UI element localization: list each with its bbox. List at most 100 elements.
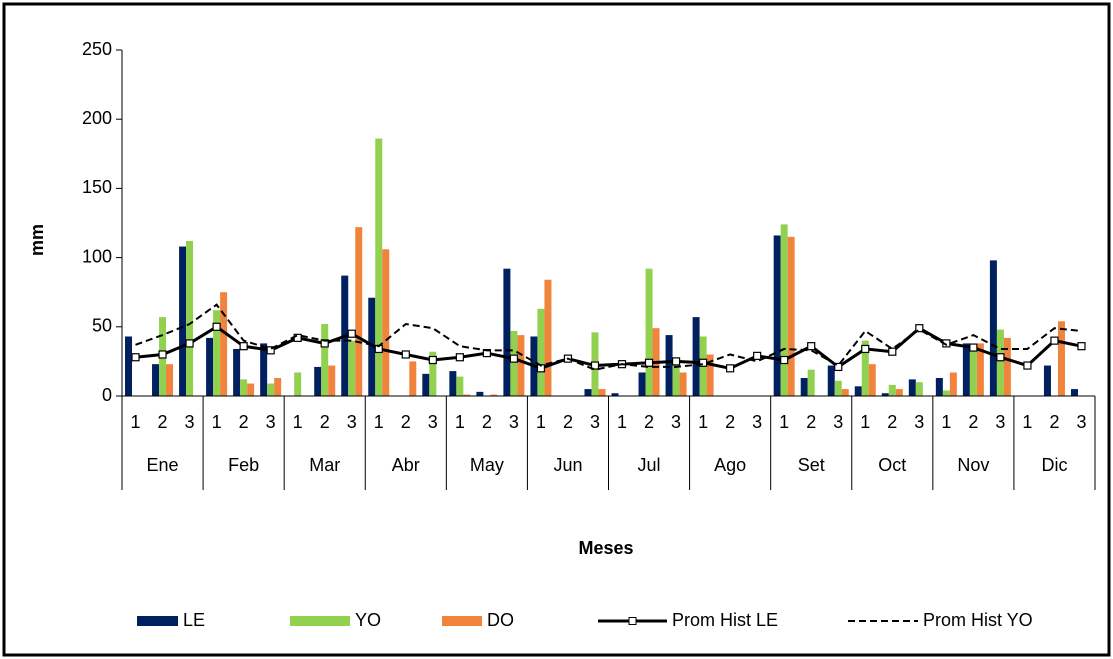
month-label: Jul [638,455,661,475]
bar [989,260,997,396]
bar [645,268,653,396]
bar [780,224,788,396]
x-tick-label: 3 [995,412,1005,432]
bar [348,340,356,396]
x-tick-label: 1 [860,412,870,432]
bar [1070,389,1078,396]
x-tick-label: 2 [887,412,897,432]
bar [125,336,133,396]
line-marker [239,342,248,351]
bar [888,384,896,396]
line-marker [888,347,897,356]
x-tick-label: 1 [374,412,384,432]
line-marker [834,362,843,372]
legend-swatch [442,616,482,626]
line-marker [780,355,789,365]
bar [949,372,957,396]
bar [976,343,984,396]
bar [517,335,525,396]
bar [382,249,390,396]
bar [935,378,943,396]
y-tick-label: 250 [82,39,112,59]
bar [1003,337,1011,396]
x-tick-label: 2 [158,412,168,432]
line-marker [671,357,681,366]
y-tick-label: 0 [102,385,112,405]
x-tick-label: 1 [212,412,222,432]
bar [368,297,376,396]
bar [787,236,795,396]
bar [672,361,680,396]
line-marker [698,358,708,367]
line-marker [807,342,816,351]
legend-label: Prom Hist LE [672,610,778,630]
bar [706,354,714,396]
line-marker [401,350,410,359]
bar [598,389,606,396]
x-tick-label: 1 [779,412,789,432]
x-axis-title: Meses [578,538,633,558]
x-tick-label: 1 [536,412,546,432]
bar [355,227,363,396]
bar [861,340,869,396]
x-tick-label: 2 [320,412,330,432]
bar [962,343,970,396]
bar [220,292,228,396]
month-label: Feb [228,455,259,475]
bar [1043,365,1051,396]
bar [179,246,187,396]
legend-swatch [290,616,350,626]
x-tick-label: 3 [833,412,843,432]
x-tick-label: 2 [401,412,411,432]
bar [895,389,903,396]
bar [186,240,194,396]
x-tick-label: 3 [914,412,924,432]
x-tick-label: 3 [185,412,195,432]
bar [854,386,862,396]
bar [213,310,221,396]
line-marker [590,361,600,370]
x-tick-label: 2 [1049,412,1059,432]
line-marker [753,351,762,360]
legend-label: LE [183,610,205,630]
month-label: Nov [957,455,989,475]
x-tick-label: 3 [266,412,276,432]
month-label: Mar [309,455,340,475]
y-tick-label: 150 [82,177,112,197]
line-marker [266,346,275,355]
x-tick-label: 2 [725,412,735,432]
bar [773,235,781,396]
month-label: Ene [147,455,179,475]
bar [490,394,498,396]
legend-swatch [137,616,178,626]
bar [314,366,322,396]
bar [544,279,552,396]
bar [476,391,484,396]
line-marker [1050,336,1059,345]
x-tick-label: 2 [563,412,573,432]
legend-label: YO [355,610,381,630]
bar [152,364,160,396]
y-tick-label: 100 [82,246,112,266]
bar [206,337,214,396]
bar [611,393,619,396]
line-marker [158,350,167,359]
bar [463,394,471,396]
bar [166,364,174,396]
month-label: Set [798,455,825,475]
x-tick-label: 1 [293,412,303,432]
bar [665,335,673,396]
bar [868,364,876,396]
bar [429,351,437,396]
bar [294,372,302,396]
month-label: May [470,455,504,475]
x-tick-label: 3 [509,412,519,432]
line [135,303,1082,371]
line [135,325,1082,370]
x-tick-label: 2 [239,412,249,432]
bar [692,317,700,396]
x-tick-label: 3 [590,412,600,432]
line-marker [131,353,140,362]
line-marker [915,324,924,333]
